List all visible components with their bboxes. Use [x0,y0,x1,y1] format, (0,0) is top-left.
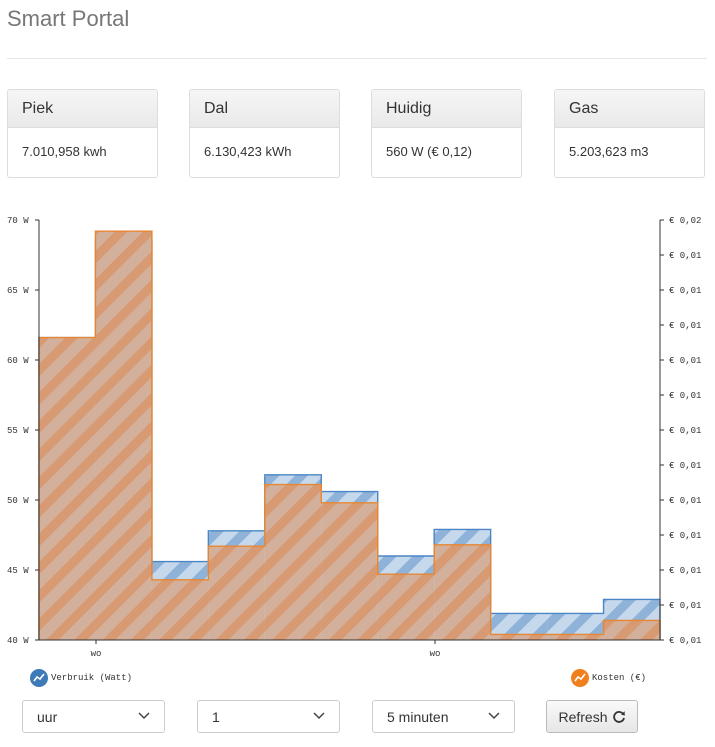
header-divider [7,58,707,59]
bar-segment [208,546,265,640]
chevron-down-icon [488,712,500,720]
card-huidig: Huidig 560 W (€ 0,12) [371,89,522,178]
bar-segment [95,231,152,640]
bar-segment [321,502,378,640]
refresh-button[interactable]: Refresh [546,700,638,733]
y-tick-label: 45 W [7,566,29,576]
bar-segment [547,634,604,640]
bar-segment [490,634,548,640]
bar-segment [377,574,435,640]
card-title: Huidig [372,90,521,128]
bar-segment [264,484,322,640]
y2-tick-label: € 0,01 [669,566,701,576]
count-value: 1 [212,709,220,725]
card-gas: Gas 5.203,623 m3 [554,89,705,178]
y2-tick-label: € 0,01 [669,636,701,646]
card-value: 7.010,958 kwh [22,144,107,159]
chevron-down-icon [313,712,325,720]
bar-segment [39,337,96,640]
y-tick-label: 70 W [7,216,29,226]
y2-tick-label: € 0,01 [669,321,701,331]
y2-tick-label: € 0,01 [669,601,701,611]
series-line [38,230,661,640]
chart-icon [30,669,48,687]
chart-axes: 70 W 65 W 60 W 55 W 50 W 45 W 40 W € 0,02 € 0,01… [7,216,701,659]
y-tick-label: 40 W [7,636,29,646]
y2-tick-label: € 0,01 [669,251,701,261]
y2-tick-label: € 0,01 [669,531,701,541]
legend-kosten[interactable]: Kosten (€) [571,669,646,687]
page-title: Smart Portal [7,6,130,31]
y2-tick-label: € 0,01 [669,391,701,401]
interval-select[interactable]: 5 minuten [372,700,515,733]
period-select[interactable]: uur [22,700,165,733]
legend-verbruik[interactable]: Verbruik (Watt) [30,669,132,687]
y-tick-label: 50 W [7,496,29,506]
y2-tick-label: € 0,01 [669,286,701,296]
y2-tick-label: € 0,02 [669,216,701,226]
legend-label: Kosten (€) [592,673,647,683]
bar-segment [603,620,660,640]
interval-value: 5 minuten [387,709,449,725]
card-value: 6.130,423 kWh [204,144,292,159]
card-dal: Dal 6.130,423 kWh [189,89,340,178]
refresh-icon [612,710,625,723]
refresh-label: Refresh [558,708,608,725]
card-title: Dal [190,90,339,128]
usage-chart: 70 W 65 W 60 W 55 W 50 W 45 W 40 W € 0,02 € 0,01… [7,216,701,659]
card-piek: Piek 7.010,958 kwh [7,89,158,178]
y-tick-label: 55 W [7,426,29,436]
card-title: Piek [8,90,157,128]
x-tick-label: wo [430,649,441,659]
y-tick-label: 60 W [7,356,29,366]
count-select[interactable]: 1 [197,700,340,733]
y2-tick-label: € 0,01 [669,356,701,366]
chevron-down-icon [138,712,150,720]
card-value: 5.203,623 m3 [569,144,649,159]
y2-tick-label: € 0,01 [669,426,701,436]
card-value: 560 W (€ 0,12) [386,144,472,159]
chart-icon [571,669,589,687]
bar-segment [151,579,209,640]
bar-segment [434,544,491,640]
y2-tick-label: € 0,01 [669,496,701,506]
y-tick-label: 65 W [7,286,29,296]
x-tick-label: wo [91,649,102,659]
card-title: Gas [555,90,704,128]
period-value: uur [37,709,58,725]
legend-label: Verbruik (Watt) [51,673,133,683]
y2-tick-label: € 0,01 [669,461,701,471]
kosten-series [38,230,661,640]
